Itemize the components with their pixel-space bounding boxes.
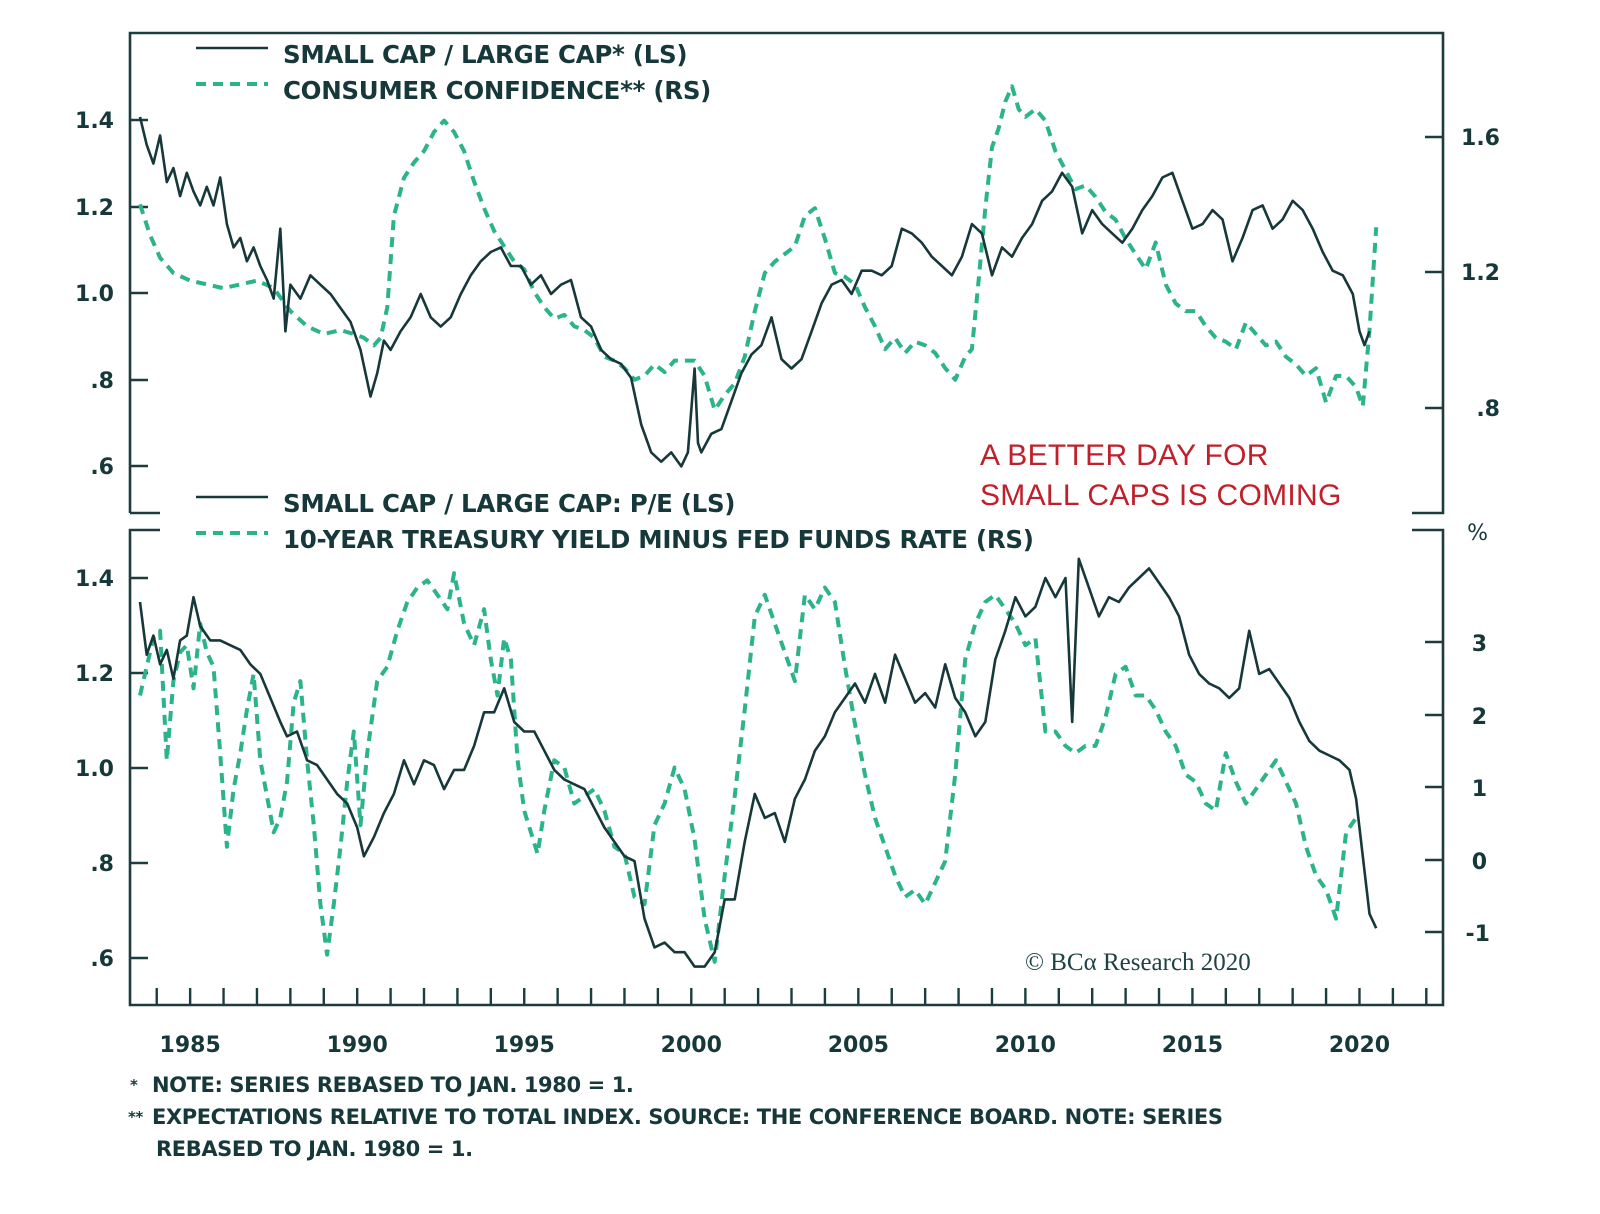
bottom-left-tick-label: .8 xyxy=(90,852,114,877)
series-small-large-cap-pe-line xyxy=(138,557,1378,968)
x-tick-label: 1995 xyxy=(494,1033,555,1058)
top-panel: 1.4 1.2 1.0 .8 .6 1.6 1.2 .8 SMALL CAP /… xyxy=(75,31,1500,515)
top-right-tick-label: .8 xyxy=(1476,397,1500,422)
footnote-2-continued: REBASED TO JAN. 1980 = 1. xyxy=(156,1137,473,1161)
series-small-large-cap-line xyxy=(138,116,1371,468)
bottom-right-tick-label: 0 xyxy=(1472,850,1487,875)
x-tick-label: 1985 xyxy=(160,1033,221,1058)
footnote-2: EXPECTATIONS RELATIVE TO TOTAL INDEX. SO… xyxy=(152,1105,1223,1129)
annotation-line-2: SMALL CAPS IS COMING xyxy=(980,479,1342,512)
x-tick-label: 2000 xyxy=(661,1033,722,1058)
bottom-right-tick-label: 1 xyxy=(1472,777,1487,802)
legend-label-consumer-confidence: CONSUMER CONFIDENCE** (RS) xyxy=(283,76,711,105)
x-axis-ticks xyxy=(155,988,1428,1005)
footnotes: * NOTE: SERIES REBASED TO JAN. 1980 = 1.… xyxy=(128,1073,1223,1161)
bottom-legend: SMALL CAP / LARGE CAP: P/E (LS) 10-YEAR … xyxy=(196,489,1034,554)
legend-label-small-large-cap: SMALL CAP / LARGE CAP* (LS) xyxy=(283,40,687,69)
x-tick-label: 2015 xyxy=(1162,1033,1223,1058)
x-tick-label: 1990 xyxy=(327,1033,388,1058)
bottom-panel-frame xyxy=(128,528,1445,1007)
bottom-left-axis: 1.4 1.2 1.0 .8 .6 xyxy=(75,567,148,972)
top-left-tick-label: 1.0 xyxy=(75,282,114,307)
bottom-right-tick-label: -1 xyxy=(1466,922,1490,947)
top-right-axis: 1.6 1.2 .8 xyxy=(1425,126,1500,422)
top-right-tick-label: 1.6 xyxy=(1461,126,1500,151)
top-left-axis: 1.4 1.2 1.0 .8 .6 xyxy=(75,109,148,480)
bottom-right-unit-label: % xyxy=(1467,521,1488,546)
top-legend: SMALL CAP / LARGE CAP* (LS) CONSUMER CON… xyxy=(196,40,711,105)
x-tick-label: 2020 xyxy=(1329,1033,1390,1058)
x-axis-labels: 1985 1990 1995 2000 2005 2010 2015 2020 xyxy=(160,1033,1391,1058)
legend-label-treasury-minus-fed-funds: 10-YEAR TREASURY YIELD MINUS FED FUNDS R… xyxy=(283,525,1034,554)
top-left-tick-label: 1.2 xyxy=(75,196,114,221)
bottom-left-tick-label: 1.0 xyxy=(75,757,114,782)
bottom-left-tick-label: 1.4 xyxy=(75,567,114,592)
legend-label-small-large-cap-pe: SMALL CAP / LARGE CAP: P/E (LS) xyxy=(283,489,735,518)
bottom-right-axis: % 3 2 1 0 -1 xyxy=(1425,521,1490,947)
series-consumer-confidence-line xyxy=(138,84,1379,413)
x-tick-label: 2005 xyxy=(828,1033,889,1058)
top-left-tick-label: 1.4 xyxy=(75,109,114,134)
bottom-left-tick-label: 1.2 xyxy=(75,662,114,687)
series-treasury-minus-fed-funds-line xyxy=(138,571,1358,964)
annotation-line-1: A BETTER DAY FOR xyxy=(980,439,1269,472)
bottom-left-tick-label: .6 xyxy=(90,947,114,972)
top-left-tick-label: .6 xyxy=(90,455,114,480)
x-tick-label: 2010 xyxy=(995,1033,1056,1058)
bottom-panel: 1.4 1.2 1.0 .8 .6 % 3 2 1 0 -1 SMA xyxy=(75,489,1490,1007)
top-left-tick-label: .8 xyxy=(90,369,114,394)
footnote-marker: * xyxy=(130,1076,138,1094)
top-right-tick-label: 1.2 xyxy=(1461,261,1500,286)
footnote-marker: ** xyxy=(128,1108,143,1126)
top-panel-frame xyxy=(128,31,1445,515)
bottom-right-tick-label: 2 xyxy=(1472,705,1487,730)
footnote-1: NOTE: SERIES REBASED TO JAN. 1980 = 1. xyxy=(152,1073,634,1097)
bottom-right-tick-label: 3 xyxy=(1472,632,1487,657)
copyright-label: © BCα Research 2020 xyxy=(1025,949,1251,976)
